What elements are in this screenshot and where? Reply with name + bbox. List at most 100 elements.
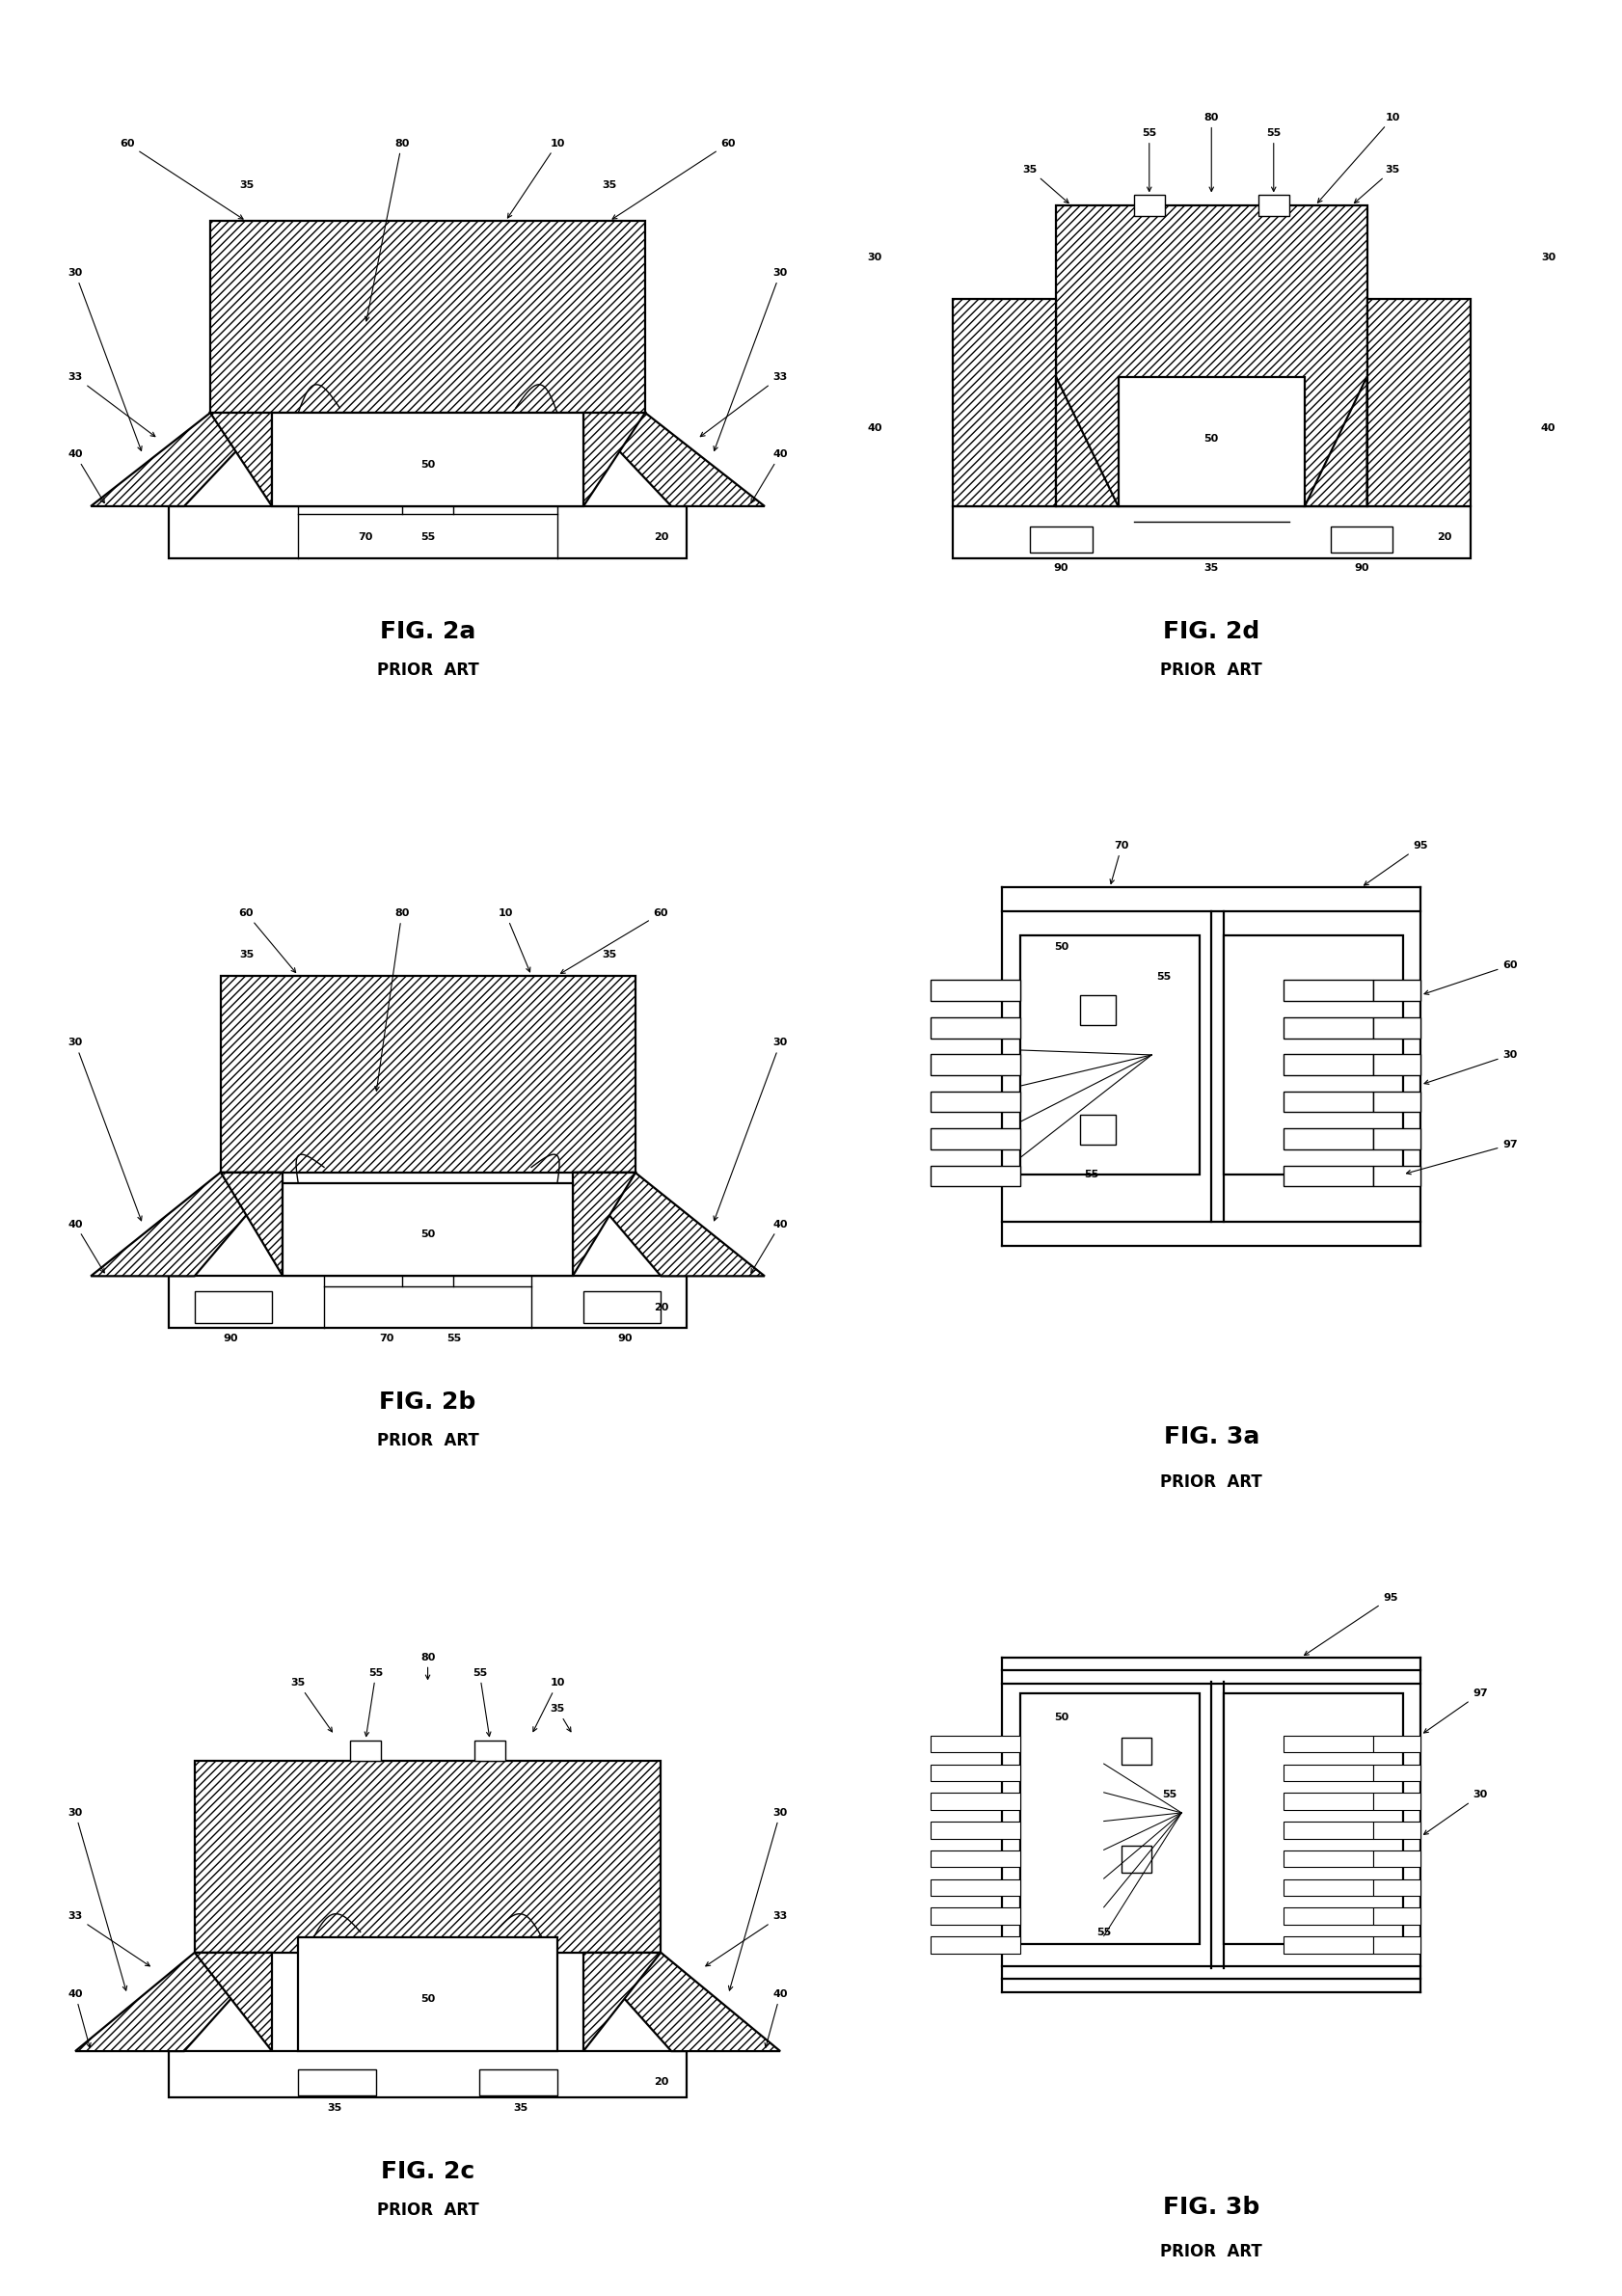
Text: 55: 55 <box>420 533 435 542</box>
Polygon shape <box>195 1761 660 1952</box>
Polygon shape <box>91 1173 282 1277</box>
Bar <box>169 1277 686 1327</box>
Bar <box>929 1054 1020 1075</box>
Text: 35: 35 <box>550 1704 571 1731</box>
Polygon shape <box>221 1173 282 1277</box>
Text: 40: 40 <box>751 450 787 503</box>
Text: 40: 40 <box>1539 425 1555 434</box>
Bar <box>1283 1908 1372 1924</box>
Text: FIG. 2c: FIG. 2c <box>381 2161 474 2183</box>
Bar <box>929 1017 1020 1038</box>
Bar <box>929 1091 1020 1111</box>
Bar <box>1134 195 1165 216</box>
Bar <box>1118 377 1304 505</box>
Polygon shape <box>1056 207 1366 505</box>
Text: 55: 55 <box>1142 129 1156 191</box>
Bar <box>1372 1017 1419 1038</box>
Text: 97: 97 <box>1422 1688 1487 1733</box>
Text: 50: 50 <box>420 1231 435 1240</box>
Text: 60: 60 <box>611 138 735 218</box>
Bar <box>195 1293 272 1322</box>
Bar <box>1372 1127 1419 1150</box>
Text: PRIOR  ART: PRIOR ART <box>376 1433 478 1449</box>
Text: 10: 10 <box>534 1678 564 1731</box>
Text: 20: 20 <box>654 1302 668 1311</box>
Text: 30: 30 <box>714 269 787 450</box>
Text: 90: 90 <box>616 1334 633 1343</box>
Text: 35: 35 <box>602 179 616 191</box>
Text: FIG. 3b: FIG. 3b <box>1163 2195 1259 2218</box>
Text: 80: 80 <box>1204 113 1218 191</box>
Polygon shape <box>1366 298 1470 505</box>
Bar <box>1223 1692 1401 1945</box>
Text: 30: 30 <box>1422 1791 1487 1835</box>
Text: 80: 80 <box>375 909 409 1091</box>
Text: 90: 90 <box>1053 563 1067 574</box>
Polygon shape <box>1304 377 1366 505</box>
Bar <box>1372 1878 1419 1896</box>
Text: 70: 70 <box>1109 840 1129 884</box>
Bar <box>1283 1017 1372 1038</box>
Text: PRIOR  ART: PRIOR ART <box>1160 2243 1262 2262</box>
Text: 70: 70 <box>358 533 373 542</box>
Text: 60: 60 <box>238 909 295 974</box>
Bar <box>929 1908 1020 1924</box>
Text: 55: 55 <box>472 1667 490 1736</box>
Bar <box>929 980 1020 1001</box>
Bar <box>929 1763 1020 1782</box>
Text: 55: 55 <box>1265 129 1280 191</box>
Text: 30: 30 <box>714 1038 787 1221</box>
Bar <box>929 1936 1020 1954</box>
Text: 10: 10 <box>508 138 564 218</box>
Polygon shape <box>573 1173 634 1277</box>
Bar <box>282 1182 573 1277</box>
Bar <box>1283 980 1372 1001</box>
Text: 40: 40 <box>866 425 881 434</box>
Text: FIG. 2d: FIG. 2d <box>1163 620 1259 643</box>
Text: 70: 70 <box>378 1334 394 1343</box>
Bar <box>929 1166 1020 1187</box>
Polygon shape <box>582 413 764 505</box>
Text: 55: 55 <box>446 1334 461 1343</box>
Text: 35: 35 <box>602 951 616 960</box>
Polygon shape <box>91 413 272 505</box>
Bar <box>1372 980 1419 1001</box>
Bar <box>1283 1763 1372 1782</box>
Text: 33: 33 <box>68 372 156 436</box>
Polygon shape <box>582 413 646 505</box>
Bar <box>1372 1054 1419 1075</box>
Polygon shape <box>75 1952 272 2050</box>
Text: 35: 35 <box>238 179 253 191</box>
Bar <box>1283 1878 1372 1896</box>
Bar <box>582 1293 660 1322</box>
Bar <box>1372 1091 1419 1111</box>
Text: 97: 97 <box>1406 1139 1517 1173</box>
Text: 35: 35 <box>290 1678 333 1731</box>
Polygon shape <box>195 1952 272 2050</box>
Polygon shape <box>582 1952 780 2050</box>
Text: 35: 35 <box>1204 563 1218 574</box>
Text: 40: 40 <box>68 1988 91 2048</box>
Bar <box>1372 1763 1419 1782</box>
Text: PRIOR  ART: PRIOR ART <box>376 2202 478 2218</box>
Text: 10: 10 <box>498 909 530 971</box>
Bar <box>1121 1738 1152 1766</box>
Text: 35: 35 <box>514 2103 529 2112</box>
Text: 50: 50 <box>1054 941 1069 953</box>
Text: 20: 20 <box>1437 533 1452 542</box>
Text: 80: 80 <box>420 1653 435 1678</box>
Bar <box>1372 1793 1419 1809</box>
Bar <box>929 1878 1020 1896</box>
Text: 55: 55 <box>1096 1929 1111 1938</box>
Text: FIG. 2a: FIG. 2a <box>380 620 475 643</box>
Text: 35: 35 <box>1022 165 1067 202</box>
Text: PRIOR  ART: PRIOR ART <box>376 661 478 680</box>
Text: 95: 95 <box>1304 1593 1398 1655</box>
Text: 90: 90 <box>224 1334 238 1343</box>
Bar <box>1283 1936 1372 1954</box>
Bar <box>474 1740 504 1761</box>
Text: 30: 30 <box>866 253 881 262</box>
Bar <box>1283 1851 1372 1867</box>
Text: 30: 30 <box>728 1807 787 1991</box>
Bar <box>929 1821 1020 1839</box>
